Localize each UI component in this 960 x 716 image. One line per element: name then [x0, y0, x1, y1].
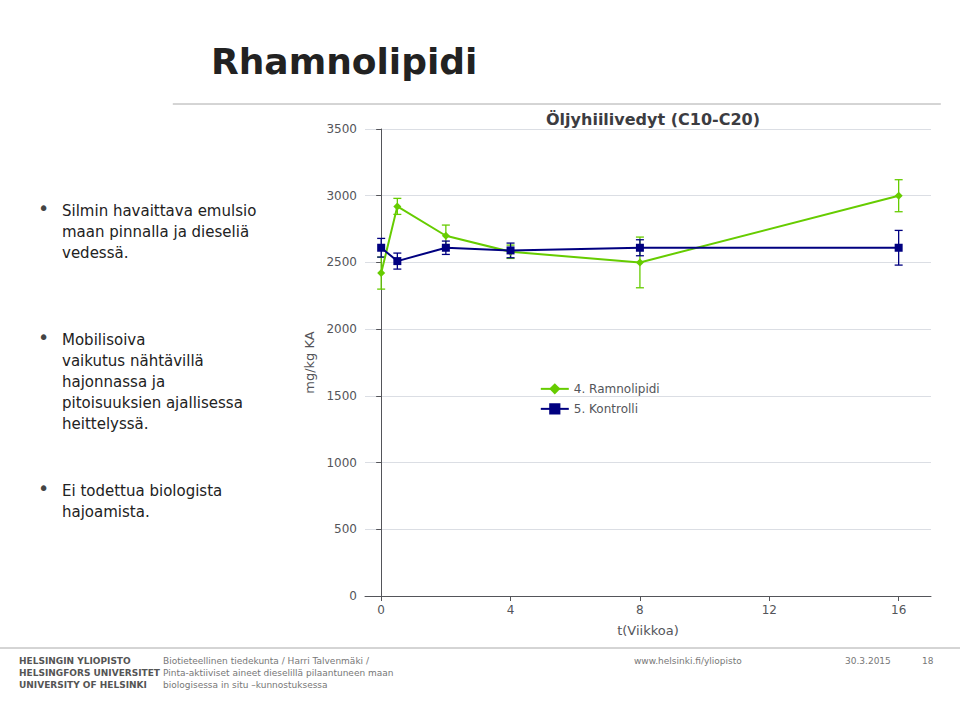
svg-text:Silmin havaittava emulsio: Silmin havaittava emulsio [62, 202, 256, 220]
svg-text:Mobilisoiva: Mobilisoiva [62, 331, 145, 349]
svg-text:1500: 1500 [326, 389, 357, 403]
svg-text:2500: 2500 [326, 255, 357, 269]
svg-text:•: • [38, 477, 49, 499]
svg-text:Öljyhiilivedyt (C10-C20): Öljyhiilivedyt (C10-C20) [546, 110, 760, 129]
svg-text:•: • [38, 326, 49, 348]
svg-text:•: • [38, 197, 49, 219]
svg-text:12: 12 [762, 603, 777, 617]
svg-text:maan pinnalla ja dieseliä: maan pinnalla ja dieseliä [62, 223, 249, 241]
svg-text:Rhamnolipidi: Rhamnolipidi [211, 41, 477, 82]
svg-text:0: 0 [349, 589, 357, 603]
svg-text:UNIVERSITY OF HELSINKI: UNIVERSITY OF HELSINKI [19, 680, 147, 690]
svg-text:Pinta-aktiiviset aineet diesel: Pinta-aktiiviset aineet dieselillä pilaa… [163, 668, 394, 678]
svg-text:1000: 1000 [326, 456, 357, 470]
svg-text:vedessä.: vedessä. [62, 244, 128, 262]
svg-text:biologisessa in situ –kunnostu: biologisessa in situ –kunnostuksessa [163, 680, 328, 690]
svg-text:Biotieteellinen tiedekunta / H: Biotieteellinen tiedekunta / Harri Talve… [163, 656, 370, 666]
svg-text:0: 0 [377, 603, 385, 617]
svg-text:3500: 3500 [326, 122, 357, 136]
svg-text:vaikutus nähtävillä: vaikutus nähtävillä [62, 352, 204, 370]
svg-text:3000: 3000 [326, 189, 357, 203]
svg-text:HELSINGIN YLIOPISTO: HELSINGIN YLIOPISTO [19, 656, 131, 666]
svg-text:hajoamista.: hajoamista. [62, 503, 150, 521]
svg-text:8: 8 [636, 603, 644, 617]
svg-text:heittelyssä.: heittelyssä. [62, 415, 149, 433]
svg-text:2000: 2000 [326, 322, 357, 336]
svg-text:16: 16 [891, 603, 906, 617]
svg-text:5. Kontrolli: 5. Kontrolli [574, 402, 638, 416]
svg-text:500: 500 [334, 522, 357, 536]
svg-text:mg/kg KA: mg/kg KA [302, 331, 317, 394]
svg-text:4. Ramnolipidi: 4. Ramnolipidi [574, 382, 660, 396]
svg-text:Ei todettua biologista: Ei todettua biologista [62, 482, 222, 500]
svg-text:www.helsinki.fi/yliopisto: www.helsinki.fi/yliopisto [634, 656, 742, 666]
svg-text:HELSINGFORS UNIVERSITET: HELSINGFORS UNIVERSITET [19, 668, 161, 678]
svg-text:18: 18 [922, 656, 934, 666]
svg-text:hajonnassa ja: hajonnassa ja [62, 373, 165, 391]
svg-text:t(Viikkoa): t(Viikkoa) [617, 623, 679, 638]
svg-text:pitoisuuksien ajallisessa: pitoisuuksien ajallisessa [62, 394, 243, 412]
svg-text:4: 4 [507, 603, 515, 617]
svg-text:30.3.2015: 30.3.2015 [845, 656, 891, 666]
